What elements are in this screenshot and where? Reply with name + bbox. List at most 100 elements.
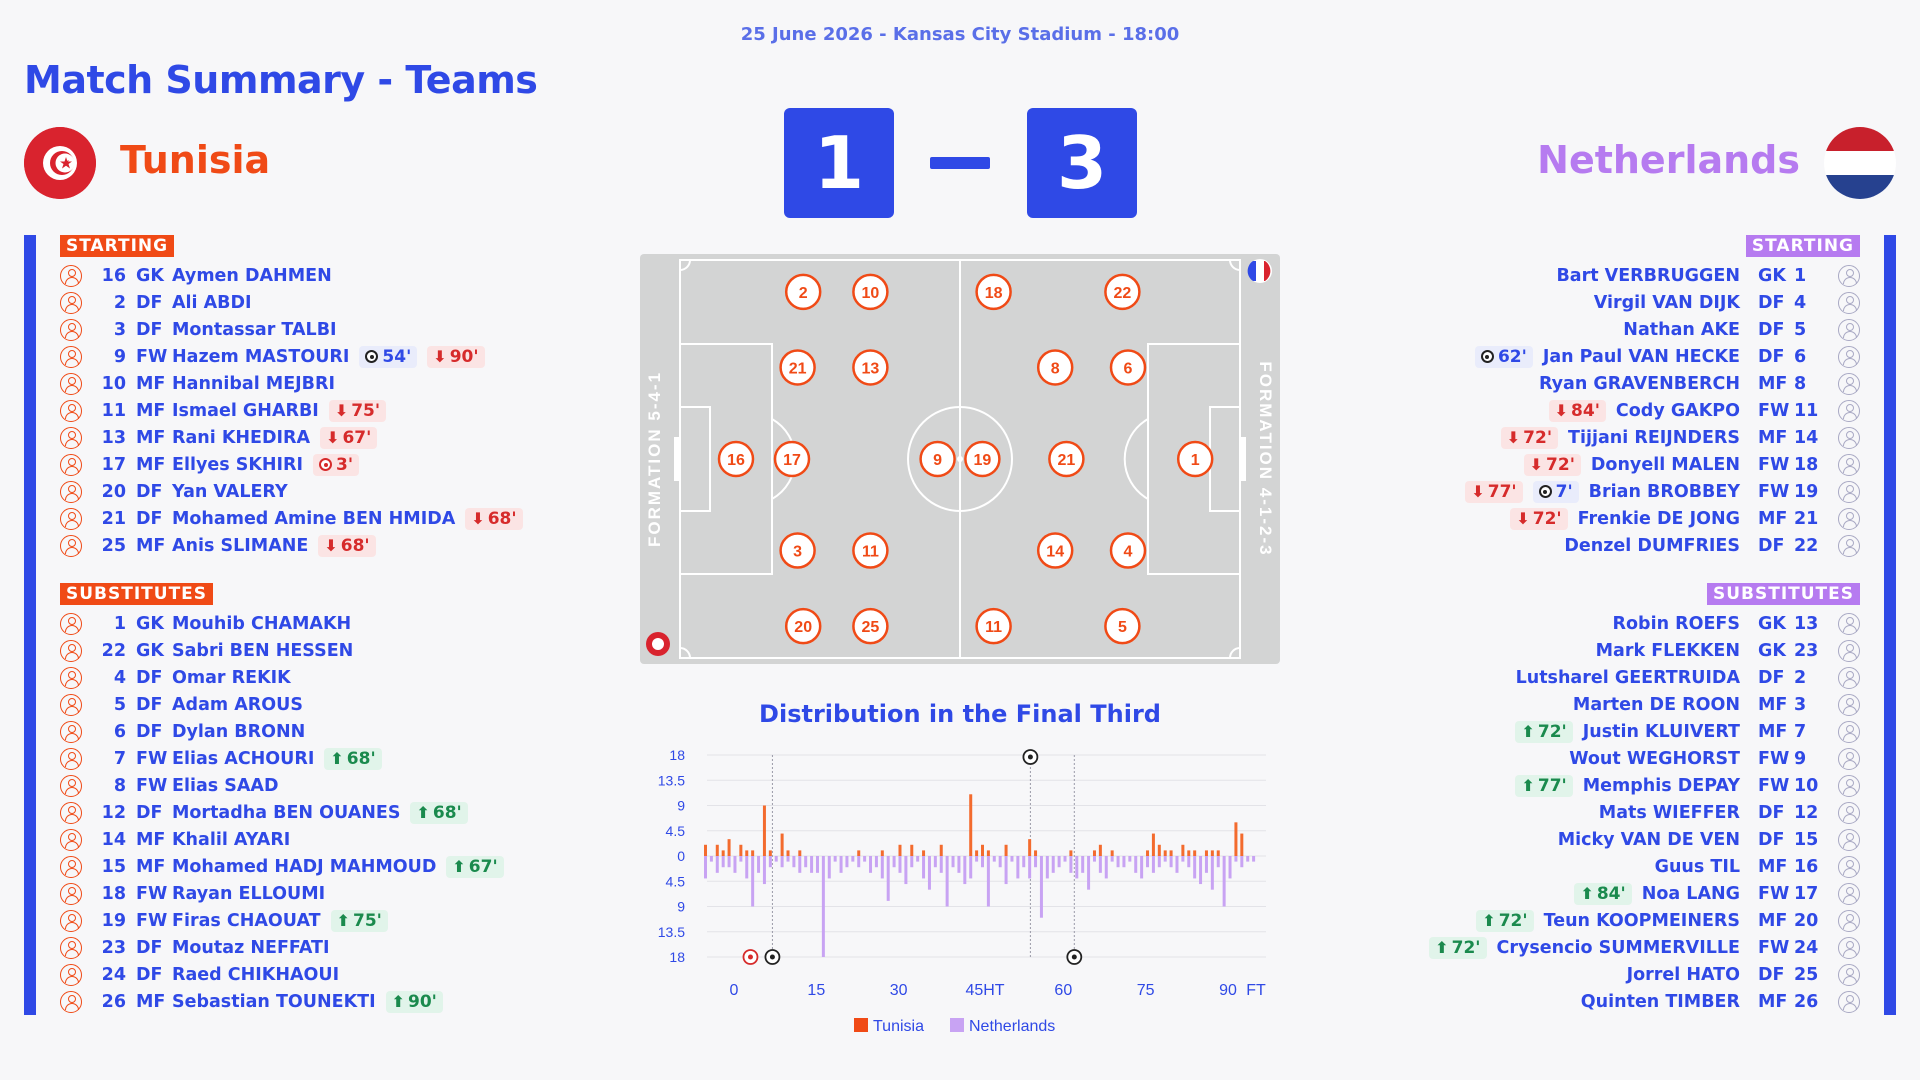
netherlands-bar	[975, 856, 979, 862]
ball-center	[769, 954, 775, 960]
player-marker-number: 2	[799, 285, 808, 302]
netherlands-bar	[898, 856, 902, 873]
goal-ball-icon	[365, 350, 379, 363]
player-marker	[779, 349, 816, 386]
tunisia-bar	[1004, 844, 1008, 856]
player-avatar-icon	[60, 882, 82, 905]
event-time: 77'	[1537, 775, 1567, 796]
player-row: 19 FW Firas CHAOUAT ⬆ 75'	[60, 907, 504, 934]
player-avatar-icon	[1838, 291, 1860, 314]
player-position: GK	[136, 265, 164, 286]
event-out-badge: ⬇ 68'	[318, 534, 376, 557]
player-row: 62' Jan Paul VAN HECKE DF 6	[1465, 343, 1860, 370]
player-position: FW	[136, 346, 168, 367]
player-position: MF	[136, 856, 166, 877]
player-avatar-icon	[60, 828, 82, 851]
netherlands-bar	[745, 856, 749, 879]
player-number: 11	[1794, 400, 1819, 421]
player-number: 20	[101, 481, 126, 502]
netherlands-bar	[857, 856, 861, 868]
player-number: 2	[113, 292, 126, 313]
netherlands-bar	[916, 856, 920, 862]
player-avatar-icon	[60, 264, 82, 287]
tunisia-bar	[745, 850, 749, 856]
player-row: 6 DF Dylan BRONN	[60, 718, 504, 745]
netherlands-bar	[1246, 856, 1250, 862]
player-number: 16	[101, 265, 126, 286]
player-name: Elias ACHOURI	[172, 748, 315, 769]
player-name: Crysencio SUMMERVILLE	[1496, 937, 1741, 958]
sub-in-arrow-icon: ⬆	[336, 911, 351, 930]
player-marker-number: 20	[794, 619, 812, 636]
event-time: 68'	[346, 748, 376, 769]
badge-red	[1264, 261, 1271, 281]
player-number: 1	[113, 613, 126, 634]
event-time: 84'	[1596, 883, 1626, 904]
netherlands-bar	[1045, 856, 1049, 879]
tunisia-bar	[1151, 833, 1155, 856]
player-marker	[975, 607, 1012, 645]
event-out-badge: ⬇ 90'	[427, 345, 485, 368]
y-tick-label: 18	[669, 949, 685, 965]
player-position: DF	[136, 319, 163, 340]
netherlands-bar	[845, 856, 849, 868]
player-row: ⬇ 72' Tijjani REIJNDERS MF 14	[1465, 424, 1860, 451]
player-position: MF	[136, 427, 166, 448]
corner-arc	[679, 259, 691, 271]
event-time: 72'	[1546, 454, 1575, 475]
player-number: 14	[101, 829, 126, 850]
player-position: DF	[136, 694, 163, 715]
player-row: 4 DF Omar REKIK	[60, 664, 504, 691]
player-row: Robin ROEFS GK 13	[1429, 610, 1860, 637]
player-number: 13	[1794, 613, 1819, 634]
player-name: Jorrel HATO	[1626, 964, 1740, 985]
netherlands-bar	[727, 856, 731, 868]
player-number: 8	[113, 775, 126, 796]
tunisia-bar	[1234, 822, 1238, 856]
player-position: DF	[1758, 292, 1785, 313]
player-marker-number: 13	[862, 360, 880, 377]
player-marker-number: 16	[727, 452, 745, 469]
player-row: 25 MF Anis SLIMANE ⬇ 68'	[60, 532, 523, 559]
player-avatar-icon	[1838, 507, 1860, 530]
player-avatar-icon	[1838, 639, 1860, 662]
player-number: 22	[1794, 535, 1819, 556]
player-avatar-icon	[60, 909, 82, 932]
away-badge-icon	[1247, 259, 1272, 283]
netherlands-bar	[1157, 856, 1161, 868]
player-name: Brian BROBBEY	[1588, 481, 1740, 502]
player-name: Montassar TALBI	[172, 319, 337, 340]
away-side-bar	[1884, 235, 1896, 1015]
tunisia-bar	[780, 833, 784, 856]
player-name: Ali ABDI	[172, 292, 252, 313]
player-marker-number: 1	[1191, 452, 1200, 469]
home-side-bar	[24, 235, 36, 1015]
sub-out-arrow-icon: ⬇	[324, 536, 338, 555]
netherlands-bar	[751, 856, 755, 907]
netherlands-bar	[1004, 856, 1008, 885]
netherlands-bar	[957, 856, 961, 873]
player-name: Rani KHEDIRA	[172, 427, 311, 448]
player-avatar-icon	[1838, 453, 1860, 476]
netherlands-bar	[986, 856, 990, 907]
player-name: Elias SAAD	[172, 775, 279, 796]
player-number: 5	[1794, 319, 1807, 340]
tunisia-bar	[739, 844, 743, 856]
netherlands-bar	[892, 856, 896, 868]
player-name: Moutaz NEFFATI	[172, 937, 330, 958]
netherlands-bar	[1128, 856, 1132, 862]
goal-ball-icon	[1538, 485, 1552, 498]
tunisia-bar	[727, 839, 731, 856]
player-marker	[1104, 273, 1141, 311]
player-row: Jorrel HATO DF 25	[1429, 961, 1860, 988]
player-position: GK	[136, 640, 164, 661]
score-dash	[930, 157, 990, 169]
player-position: DF	[1758, 319, 1785, 340]
player-position: GK	[1758, 613, 1786, 634]
sub-out-arrow-icon: ⬇	[471, 509, 485, 528]
player-name: Mouhib CHAMAKH	[172, 613, 352, 634]
player-number: 4	[113, 667, 126, 688]
player-avatar-icon	[60, 693, 82, 716]
netherlands-bar	[1140, 856, 1144, 879]
event-time: 7'	[1555, 481, 1573, 502]
